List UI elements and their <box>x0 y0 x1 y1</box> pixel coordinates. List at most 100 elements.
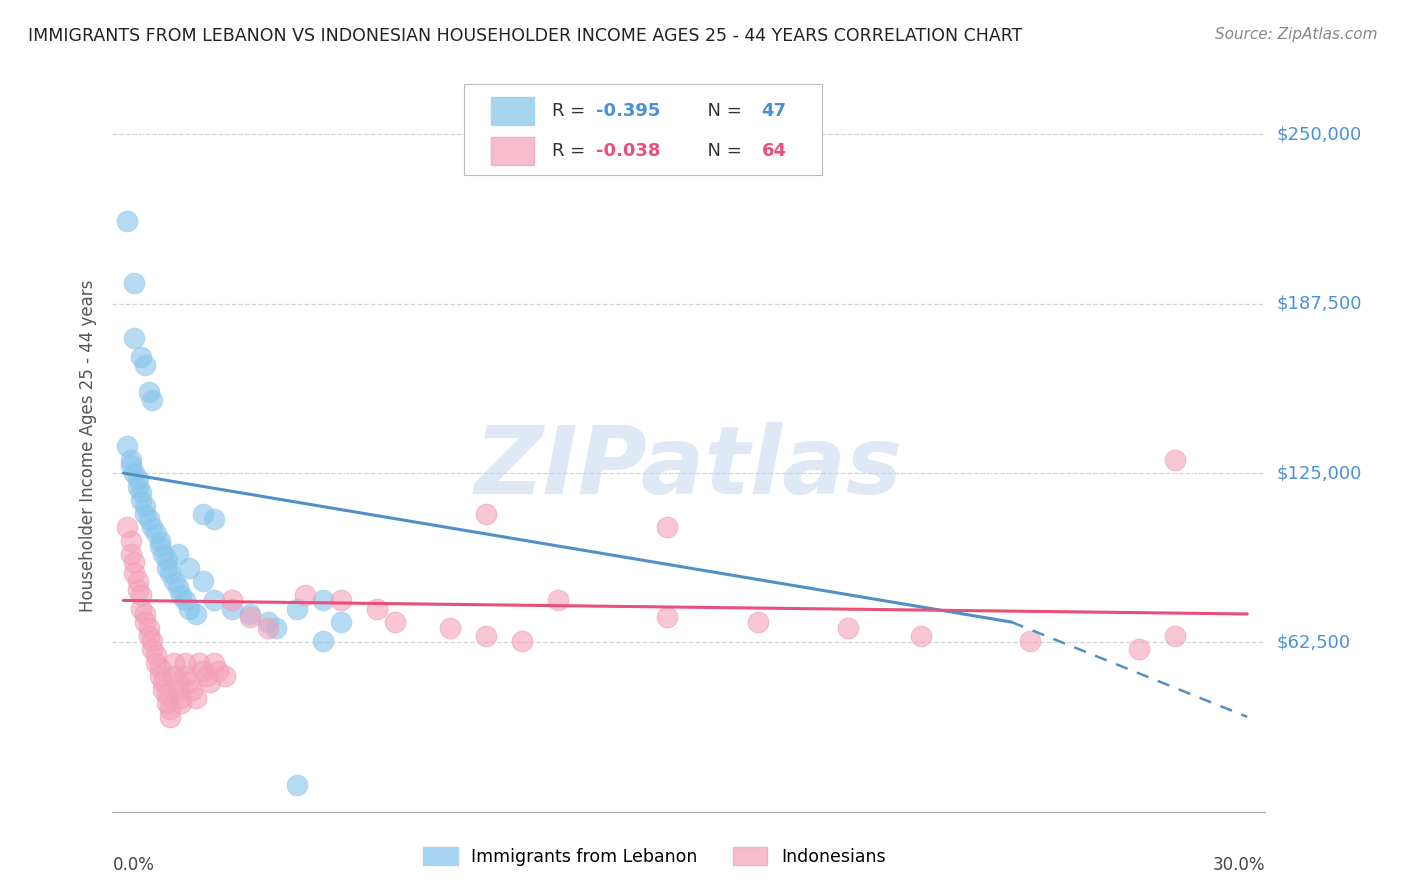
Point <box>214 669 236 683</box>
Point <box>174 593 197 607</box>
Y-axis label: Householder Income Ages 25 - 44 years: Householder Income Ages 25 - 44 years <box>79 280 97 612</box>
Point <box>156 561 179 575</box>
Point <box>131 601 153 615</box>
Point <box>1018 634 1040 648</box>
Point <box>207 664 229 678</box>
Point <box>170 697 193 711</box>
Point <box>239 607 262 621</box>
Text: $125,000: $125,000 <box>1277 464 1362 482</box>
Point <box>122 566 145 581</box>
Point <box>475 507 498 521</box>
Point <box>163 669 186 683</box>
Point <box>163 656 186 670</box>
Point <box>1164 452 1187 467</box>
Point <box>439 620 461 634</box>
Point <box>127 480 149 494</box>
Point <box>221 593 243 607</box>
Point <box>475 629 498 643</box>
Point <box>134 499 156 513</box>
Point <box>115 214 138 228</box>
Point <box>657 609 679 624</box>
Point <box>145 656 167 670</box>
Point <box>166 674 188 689</box>
Text: -0.395: -0.395 <box>596 103 659 120</box>
Point <box>184 607 207 621</box>
Point <box>159 702 181 716</box>
Point <box>134 358 156 372</box>
FancyBboxPatch shape <box>464 84 821 176</box>
FancyBboxPatch shape <box>491 136 534 165</box>
Point <box>174 656 197 670</box>
Point <box>202 656 225 670</box>
Point <box>329 615 352 629</box>
Legend: Immigrants from Lebanon, Indonesians: Immigrants from Lebanon, Indonesians <box>416 840 893 872</box>
Point <box>152 682 174 697</box>
Point <box>159 710 181 724</box>
Point <box>120 458 142 472</box>
Text: R =: R = <box>551 103 591 120</box>
Point <box>257 620 280 634</box>
Point <box>120 547 142 561</box>
Point <box>152 674 174 689</box>
Point <box>134 615 156 629</box>
Point <box>115 520 138 534</box>
Point <box>384 615 406 629</box>
Point <box>264 620 287 634</box>
Point <box>510 634 533 648</box>
Point <box>170 690 193 705</box>
Point <box>122 331 145 345</box>
Point <box>191 574 214 589</box>
Text: -0.038: -0.038 <box>596 142 659 160</box>
Text: Source: ZipAtlas.com: Source: ZipAtlas.com <box>1215 27 1378 42</box>
Point <box>166 547 188 561</box>
Point <box>159 566 181 581</box>
Point <box>191 507 214 521</box>
Point <box>149 669 172 683</box>
Point <box>287 601 309 615</box>
Point <box>657 520 679 534</box>
Point <box>156 688 179 702</box>
Point <box>202 512 225 526</box>
Point <box>127 582 149 597</box>
Point <box>156 553 179 567</box>
Point <box>366 601 388 615</box>
Point <box>131 588 153 602</box>
Point <box>131 485 153 500</box>
Point <box>1128 642 1150 657</box>
FancyBboxPatch shape <box>491 97 534 125</box>
Point <box>122 466 145 480</box>
Point <box>127 471 149 485</box>
Point <box>181 682 204 697</box>
Point <box>294 588 316 602</box>
Point <box>910 629 932 643</box>
Point <box>120 452 142 467</box>
Point <box>239 609 262 624</box>
Point <box>202 593 225 607</box>
Point <box>170 588 193 602</box>
Point <box>156 697 179 711</box>
Text: IMMIGRANTS FROM LEBANON VS INDONESIAN HOUSEHOLDER INCOME AGES 25 - 44 YEARS CORR: IMMIGRANTS FROM LEBANON VS INDONESIAN HO… <box>28 27 1022 45</box>
Text: 64: 64 <box>762 142 786 160</box>
Point <box>174 669 197 683</box>
Text: 0.0%: 0.0% <box>112 855 155 873</box>
Point <box>177 674 200 689</box>
Point <box>138 629 160 643</box>
Point <box>131 350 153 364</box>
Text: 47: 47 <box>762 103 786 120</box>
Point <box>257 615 280 629</box>
Point <box>163 574 186 589</box>
Point <box>195 669 218 683</box>
Point <box>221 601 243 615</box>
Point <box>138 620 160 634</box>
Point <box>141 520 163 534</box>
Text: $250,000: $250,000 <box>1277 126 1362 144</box>
Point <box>115 439 138 453</box>
Point <box>837 620 859 634</box>
Point <box>177 601 200 615</box>
Point <box>145 525 167 540</box>
Point <box>312 634 335 648</box>
Point <box>547 593 569 607</box>
Text: 30.0%: 30.0% <box>1213 855 1265 873</box>
Point <box>177 561 200 575</box>
Point <box>149 661 172 675</box>
